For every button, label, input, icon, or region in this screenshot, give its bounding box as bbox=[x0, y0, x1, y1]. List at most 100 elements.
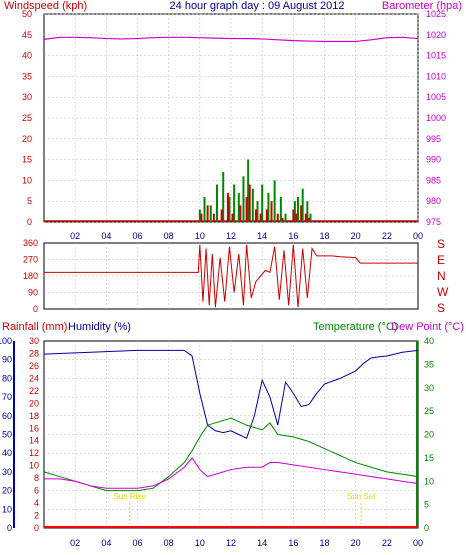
wind-bar bbox=[304, 213, 307, 222]
baro-tick-label: 975 bbox=[426, 217, 441, 227]
compass-letter: W bbox=[437, 285, 449, 299]
wind-time-labels: 02 04 06 08 10 12 14 16 18 20 22 00 bbox=[70, 231, 423, 241]
gust-bar bbox=[267, 192, 270, 222]
direction-tick-label: 0 bbox=[33, 304, 38, 314]
rain-tick-label: 16 bbox=[29, 423, 39, 433]
direction-tick-label: 180 bbox=[23, 271, 38, 281]
direction-line bbox=[44, 244, 418, 308]
wind-bar bbox=[254, 209, 257, 222]
gust-bar bbox=[215, 184, 218, 222]
sun-markers: Sun Rise Sun Set bbox=[113, 492, 376, 524]
wind-axis-labels: 0 5 10 15 20 25 30 35 40 45 50 bbox=[22, 9, 32, 227]
wind-bar bbox=[212, 213, 215, 222]
temp-tick-label: 30 bbox=[424, 383, 434, 393]
rain-tick-label: 6 bbox=[34, 486, 39, 496]
time-tick-label: 22 bbox=[382, 231, 392, 241]
temp-lines bbox=[43, 349, 419, 492]
gust-bar bbox=[256, 201, 259, 222]
direction-tick-label: 360 bbox=[23, 238, 38, 248]
temp-tick-label: 5 bbox=[424, 500, 429, 510]
gust-bar bbox=[309, 213, 312, 222]
temp-time-labels: 02 04 06 08 10 12 14 16 18 20 22 00 bbox=[70, 538, 423, 548]
temp-tick-label: 25 bbox=[424, 406, 434, 416]
wind-bar bbox=[245, 197, 248, 222]
time-tick-label: 02 bbox=[70, 538, 80, 548]
gust-bar bbox=[233, 184, 236, 222]
temp-tick-label: 15 bbox=[424, 453, 434, 463]
wind-bar bbox=[270, 201, 273, 222]
humidity-tick-label: 20 bbox=[2, 486, 12, 496]
compass-letter: S bbox=[437, 301, 445, 315]
direction-grid bbox=[44, 243, 418, 309]
rain-tick-label: 4 bbox=[34, 498, 39, 508]
sunrise-label: Sun Rise bbox=[113, 492, 146, 501]
wind-tick-label: 30 bbox=[22, 92, 32, 102]
gust-bar bbox=[198, 209, 201, 222]
baro-tick-label: 1020 bbox=[426, 30, 446, 40]
compass-letter: S bbox=[437, 237, 445, 251]
wind-tick-label: 5 bbox=[27, 196, 32, 206]
temp-tick-label: 0 bbox=[424, 523, 429, 533]
wind-grid bbox=[44, 13, 419, 223]
humidity-axis-labels: 0 10 20 30 40 50 60 70 80 90 100 bbox=[0, 336, 12, 533]
gust-bar bbox=[293, 201, 296, 222]
wind-bar bbox=[248, 184, 251, 222]
gust-bar bbox=[284, 213, 287, 222]
temp-tick-label: 20 bbox=[424, 430, 434, 440]
direction-tick-label: 90 bbox=[28, 288, 38, 298]
rain-tick-label: 2 bbox=[34, 511, 39, 521]
time-tick-label: 06 bbox=[132, 538, 142, 548]
rain-tick-label: 10 bbox=[29, 461, 39, 471]
wind-bar bbox=[220, 209, 223, 222]
time-tick-label: 18 bbox=[319, 231, 329, 241]
time-tick-label: 02 bbox=[70, 231, 80, 241]
gust-bar bbox=[279, 197, 282, 222]
gust-bar bbox=[242, 176, 245, 222]
direction-tick-label: 270 bbox=[23, 255, 38, 265]
wind-bar bbox=[200, 213, 203, 222]
time-tick-label: 20 bbox=[351, 538, 361, 548]
humidity-tick-label: 60 bbox=[2, 411, 12, 421]
rain-tick-label: 12 bbox=[29, 448, 39, 458]
wind-tick-label: 35 bbox=[22, 71, 32, 81]
time-tick-label: 04 bbox=[101, 538, 111, 548]
time-tick-label: 20 bbox=[351, 231, 361, 241]
baro-tick-label: 1025 bbox=[426, 9, 446, 19]
wind-tick-label: 15 bbox=[22, 155, 32, 165]
dewpoint-label: Dew Point (°C) bbox=[391, 321, 464, 333]
baro-tick-label: 1015 bbox=[426, 51, 446, 61]
time-tick-label: 12 bbox=[226, 231, 236, 241]
wind-bar bbox=[259, 213, 262, 222]
humidity-tick-label: 0 bbox=[7, 523, 12, 533]
rain-tick-label: 18 bbox=[29, 411, 39, 421]
gust-bar bbox=[261, 184, 264, 222]
rainfall-label: Rainfall (mm) bbox=[2, 321, 67, 333]
wind-bar bbox=[276, 213, 279, 222]
gust-bar bbox=[297, 197, 300, 222]
temp-axes bbox=[13, 341, 418, 528]
humidity-tick-label: 10 bbox=[2, 504, 12, 514]
time-tick-label: 00 bbox=[413, 231, 423, 241]
gust-bar bbox=[301, 188, 304, 222]
wind-bar bbox=[281, 217, 284, 222]
baro-axis-labels: 975 980 985 990 995 1000 1005 1010 1015 1020 1025 bbox=[426, 9, 446, 227]
time-tick-label: 08 bbox=[164, 231, 174, 241]
baro-line-group bbox=[43, 36, 419, 43]
rain-tick-label: 26 bbox=[29, 361, 39, 371]
time-tick-label: 14 bbox=[257, 538, 267, 548]
humidity-tick-label: 100 bbox=[0, 336, 12, 346]
wind-bar bbox=[226, 192, 229, 222]
humidity-label: Humidity (%) bbox=[68, 321, 131, 333]
wind-bar bbox=[292, 209, 295, 222]
wind-tick-label: 50 bbox=[22, 9, 32, 19]
compass-letter: N bbox=[437, 269, 446, 283]
humidity-tick-label: 40 bbox=[2, 448, 12, 458]
humidity-tick-label: 50 bbox=[2, 430, 12, 440]
time-tick-label: 18 bbox=[319, 538, 329, 548]
wind-bar bbox=[295, 213, 298, 222]
baro-tick-label: 995 bbox=[426, 134, 441, 144]
